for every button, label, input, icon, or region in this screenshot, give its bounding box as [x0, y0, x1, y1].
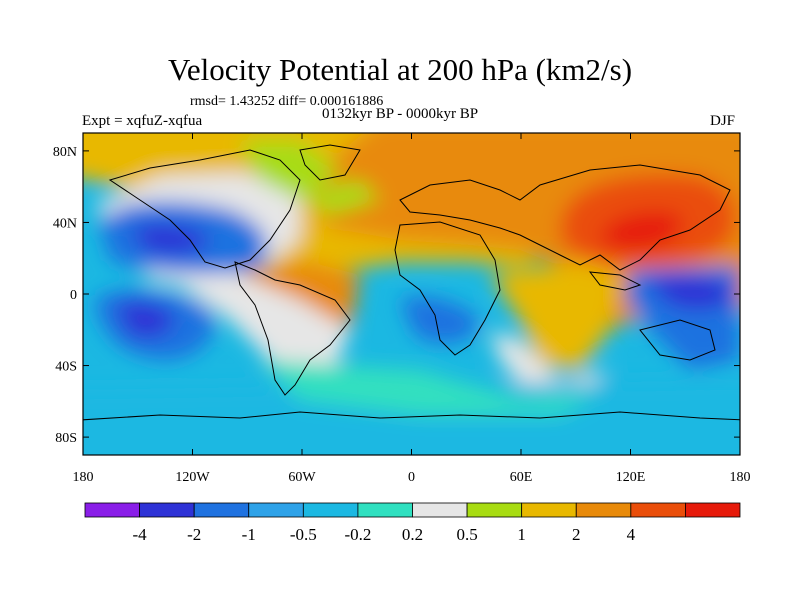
- colorbar-label-7: 1: [517, 525, 526, 544]
- lat-tick-label-0: 80N: [53, 145, 77, 160]
- colorbar-label-5: 0.2: [402, 525, 423, 544]
- season-label: DJF: [710, 113, 736, 129]
- lon-tick-label-4: 60E: [510, 470, 533, 485]
- lon-tick-label-1: 120W: [175, 470, 210, 485]
- colorbar-swatch-0: [84, 502, 140, 518]
- latitude-axis: 80N 40N 0 40S 80S: [53, 145, 740, 446]
- map-title: Velocity Potential at 200 hPa (km2/s): [167, 52, 633, 87]
- colorbar-swatch-10: [630, 502, 686, 518]
- lon-tick-label-6: 180: [730, 470, 751, 485]
- colorbar-swatch-1: [139, 502, 195, 518]
- colorbar-swatch-6: [412, 502, 468, 518]
- colorbar-label-6: 0.5: [456, 525, 477, 544]
- lon-tick-label-0: 180: [73, 470, 94, 485]
- experiment-label: Expt = xqfuZ-xqfua: [82, 113, 203, 129]
- lon-tick-label-2: 60W: [288, 470, 316, 485]
- colorbar-label-1: -2: [187, 525, 201, 544]
- velocity-potential-field: [83, 133, 740, 455]
- longitude-axis: 180 120W 60W 0 60E 120E 180: [73, 133, 751, 485]
- colorbar-swatch-8: [521, 502, 577, 518]
- colorbar-swatch-4: [302, 502, 359, 518]
- stats-text: rmsd= 1.43252 diff= 0.000161886: [190, 94, 384, 109]
- colorbar-swatch-2: [193, 502, 250, 518]
- colorbar-label-3: -0.5: [290, 525, 317, 544]
- colorbar-label-0: -4: [132, 525, 147, 544]
- colorbar-label-8: 2: [572, 525, 581, 544]
- colorbar-label-4: -0.2: [344, 525, 371, 544]
- colorbar-label-2: -1: [242, 525, 256, 544]
- colorbar-swatch-9: [575, 502, 632, 518]
- lon-tick-label-5: 120E: [616, 470, 646, 485]
- lat-tick-label-3: 40S: [55, 360, 77, 375]
- lon-tick-label-3: 0: [408, 470, 415, 485]
- period-label: 0132kyr BP - 0000kyr BP: [322, 106, 479, 122]
- colorbar-label-9: 4: [627, 525, 636, 544]
- colorbar-swatch-5: [357, 502, 413, 518]
- coastlines: [83, 144, 740, 421]
- colorbar-swatch-7: [466, 502, 523, 518]
- lat-tick-label-2: 0: [70, 288, 77, 303]
- colorbar-swatch-11: [685, 502, 741, 518]
- colorbar-swatch-3: [248, 502, 304, 518]
- lat-tick-label-4: 80S: [55, 431, 77, 446]
- lat-tick-label-1: 40N: [53, 216, 77, 231]
- colorbar: -4 -2 -1 -0.5 -0.2 0.2 0.5 1 2 4: [84, 502, 741, 544]
